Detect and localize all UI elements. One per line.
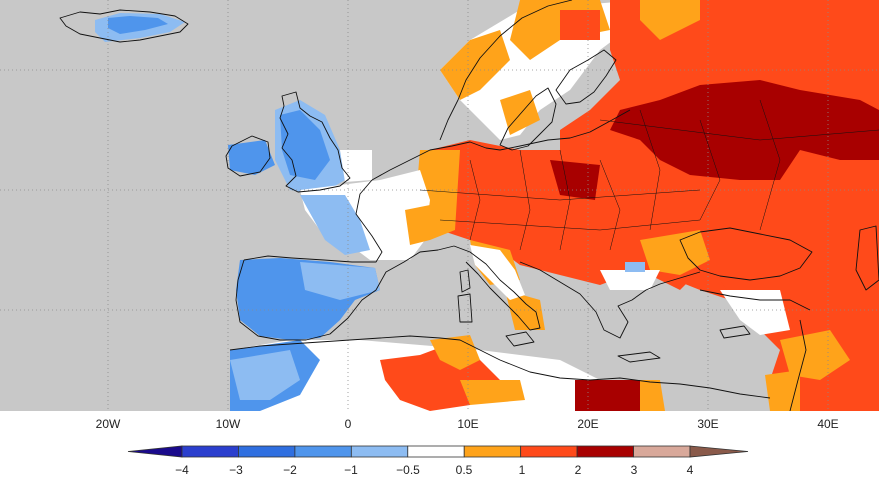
graticule-lines	[0, 0, 879, 411]
legend-label: −0.5	[396, 463, 420, 477]
colorbar-swatch	[127, 445, 183, 458]
legend-label: 4	[686, 463, 694, 477]
colorbar-swatch	[520, 445, 578, 458]
legend-label: −3	[229, 463, 243, 477]
legend-label: 1	[518, 463, 526, 477]
lon-label: 10E	[457, 417, 479, 431]
colorbar-swatch	[463, 445, 522, 458]
legend-label: 2	[574, 463, 582, 477]
france-anomaly	[300, 170, 430, 260]
lon-label: 20W	[95, 417, 121, 431]
legend-label: −4	[175, 463, 189, 477]
lon-label: 10W	[215, 417, 241, 431]
middle-east-anomaly	[600, 262, 879, 411]
legend-label: −2	[283, 463, 297, 477]
north-africa-anomaly	[230, 335, 665, 411]
legend-label: −1	[344, 463, 358, 477]
british-isles-anomaly	[228, 100, 372, 195]
lon-label: 30E	[697, 417, 719, 431]
coastlines	[59, 0, 879, 411]
colorbar-legend: −4 −3 −2 −1 −0.5 0.5 1 2 3 4	[0, 440, 879, 490]
lon-label: 0	[344, 417, 352, 431]
colorbar-swatch	[633, 445, 691, 458]
lon-label: 20E	[577, 417, 599, 431]
italy-anomaly	[470, 245, 525, 300]
colorbar-swatch	[294, 445, 352, 458]
colorbar-swatch	[238, 445, 296, 458]
iberia-anomaly	[236, 258, 380, 340]
iceland-anomaly	[95, 13, 185, 42]
map-canvas	[0, 0, 879, 411]
legend-label: 0.5	[455, 463, 473, 477]
lon-label: 40E	[817, 417, 839, 431]
colorbar-swatch	[576, 445, 634, 458]
colorbar-swatches	[127, 445, 749, 458]
legend-label: 3	[630, 463, 638, 477]
colorbar-swatch	[350, 445, 409, 458]
colorbar-swatch	[181, 445, 239, 458]
colorbar-swatch	[689, 445, 749, 458]
anomaly-map	[0, 0, 879, 411]
longitude-axis: 20W 10W 0 10E 20E 30E 40E	[0, 411, 879, 441]
colorbar-swatch	[407, 445, 465, 458]
